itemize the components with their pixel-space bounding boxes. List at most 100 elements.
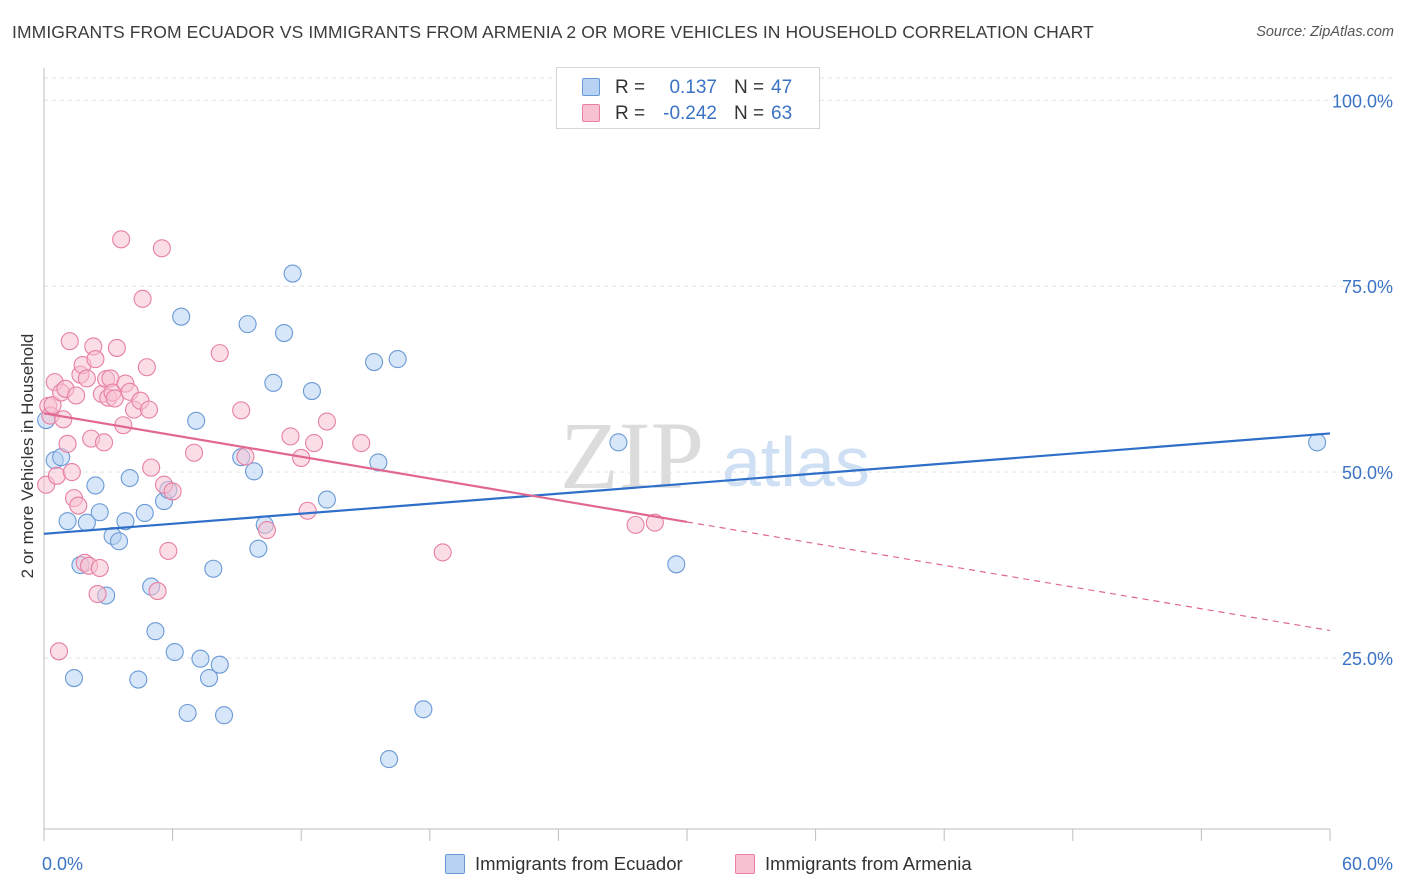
point-armenia xyxy=(142,458,161,477)
legend-r-value: -0.242 xyxy=(663,103,717,124)
point-ecuador xyxy=(90,503,109,522)
trend-line-armenia-extension xyxy=(686,521,1331,632)
point-armenia xyxy=(58,434,77,453)
legend-row-armenia: R = -0.242 N = 63 xyxy=(557,102,819,126)
point-armenia xyxy=(163,482,182,501)
y-tick-label: 100.0% xyxy=(1332,91,1393,111)
y-tick-label: 75.0% xyxy=(1342,277,1393,297)
point-armenia xyxy=(62,463,81,482)
point-armenia xyxy=(139,400,159,419)
series-armenia xyxy=(37,230,664,661)
point-armenia xyxy=(69,496,88,515)
point-ecuador xyxy=(116,512,135,531)
point-armenia xyxy=(133,289,152,308)
point-ecuador xyxy=(146,622,165,641)
point-armenia xyxy=(105,389,124,408)
point-ecuador xyxy=(1308,433,1327,452)
point-armenia xyxy=(645,513,664,532)
point-armenia xyxy=(184,443,204,462)
watermark: ZIP atlas xyxy=(560,402,870,509)
point-armenia xyxy=(43,396,62,415)
grid xyxy=(44,77,1392,659)
y-axis-label: 2 or more Vehicles in Household xyxy=(18,333,37,579)
point-armenia xyxy=(152,239,171,258)
legend-n-value: 63 xyxy=(771,103,793,124)
point-ecuador xyxy=(204,559,223,578)
axes xyxy=(43,68,1331,841)
point-ecuador xyxy=(244,462,264,481)
legend-n-value: 47 xyxy=(771,77,793,98)
point-armenia xyxy=(317,412,336,431)
legend-r-value: 0.137 xyxy=(669,77,717,98)
point-armenia xyxy=(352,434,371,453)
point-ecuador xyxy=(129,670,148,689)
point-ecuador xyxy=(135,503,154,523)
point-ecuador xyxy=(365,352,384,372)
point-armenia xyxy=(86,350,105,369)
legend-row-ecuador: R = 0.137 N = 47 xyxy=(557,76,819,100)
legend-r-label: R = xyxy=(615,77,646,98)
point-armenia xyxy=(90,558,109,578)
watermark-atlas: atlas xyxy=(722,423,870,501)
point-armenia xyxy=(232,401,251,420)
legend-swatch-ecuador xyxy=(445,854,465,874)
trend-line-ecuador xyxy=(43,432,1331,535)
point-armenia xyxy=(159,541,178,560)
point-armenia xyxy=(67,386,86,405)
point-ecuador xyxy=(302,381,321,401)
point-ecuador xyxy=(369,453,388,472)
chart-source: Source: ZipAtlas.com xyxy=(1256,24,1394,40)
point-armenia xyxy=(281,427,300,446)
point-armenia xyxy=(60,332,79,351)
legend-r-label: R = xyxy=(615,103,646,124)
x-tick-label-min: 0.0% xyxy=(42,854,83,874)
legend-label-armenia: Immigrants from Armenia xyxy=(765,853,972,874)
point-ecuador xyxy=(249,539,268,558)
point-ecuador xyxy=(317,490,336,509)
point-ecuador xyxy=(283,264,302,283)
point-ecuador xyxy=(109,532,129,551)
point-ecuador xyxy=(172,307,191,326)
trend-line-armenia xyxy=(43,412,688,523)
point-armenia xyxy=(257,521,276,540)
legend-label-ecuador: Immigrants from Ecuador xyxy=(475,853,683,874)
point-ecuador xyxy=(264,373,283,392)
point-ecuador xyxy=(64,669,84,688)
point-ecuador xyxy=(120,468,139,488)
y-tick-label: 50.0% xyxy=(1342,463,1393,483)
point-ecuador xyxy=(214,706,234,725)
point-ecuador xyxy=(388,350,407,369)
chart-title: IMMIGRANTS FROM ECUADOR VS IMMIGRANTS FR… xyxy=(12,22,1094,42)
point-ecuador xyxy=(238,315,257,334)
point-armenia xyxy=(210,344,229,363)
legend-swatch-ecuador xyxy=(582,78,600,96)
legend-swatch-armenia xyxy=(735,854,755,874)
series-legend: Immigrants from Ecuador Immigrants from … xyxy=(0,852,1406,878)
point-armenia xyxy=(47,466,66,485)
x-tick-label-max: 60.0% xyxy=(1342,854,1393,874)
point-ecuador xyxy=(165,642,184,662)
point-armenia xyxy=(148,582,167,601)
point-armenia xyxy=(626,515,645,534)
correlation-legend: R = 0.137 N = 47 R = -0.242 N = 63 xyxy=(556,67,820,129)
watermark-zip: ZIP xyxy=(560,402,704,509)
point-ecuador xyxy=(191,649,210,668)
series-ecuador xyxy=(37,264,1327,769)
point-armenia xyxy=(305,434,324,453)
point-ecuador xyxy=(86,476,105,495)
point-ecuador xyxy=(275,323,294,343)
point-ecuador xyxy=(187,411,206,430)
point-ecuador xyxy=(58,512,77,531)
y-tick-label: 25.0% xyxy=(1342,649,1393,669)
point-ecuador xyxy=(210,655,229,674)
point-ecuador xyxy=(199,669,219,688)
point-ecuador xyxy=(380,750,399,769)
tick-labels: 25.0% 50.0% 75.0% 100.0% 0.0% 60.0% xyxy=(42,91,1393,874)
legend-swatch-armenia xyxy=(582,104,600,122)
point-ecuador xyxy=(414,700,433,719)
point-armenia xyxy=(49,642,69,661)
point-ecuador xyxy=(609,433,628,452)
point-armenia xyxy=(54,410,73,429)
point-ecuador xyxy=(178,703,197,723)
